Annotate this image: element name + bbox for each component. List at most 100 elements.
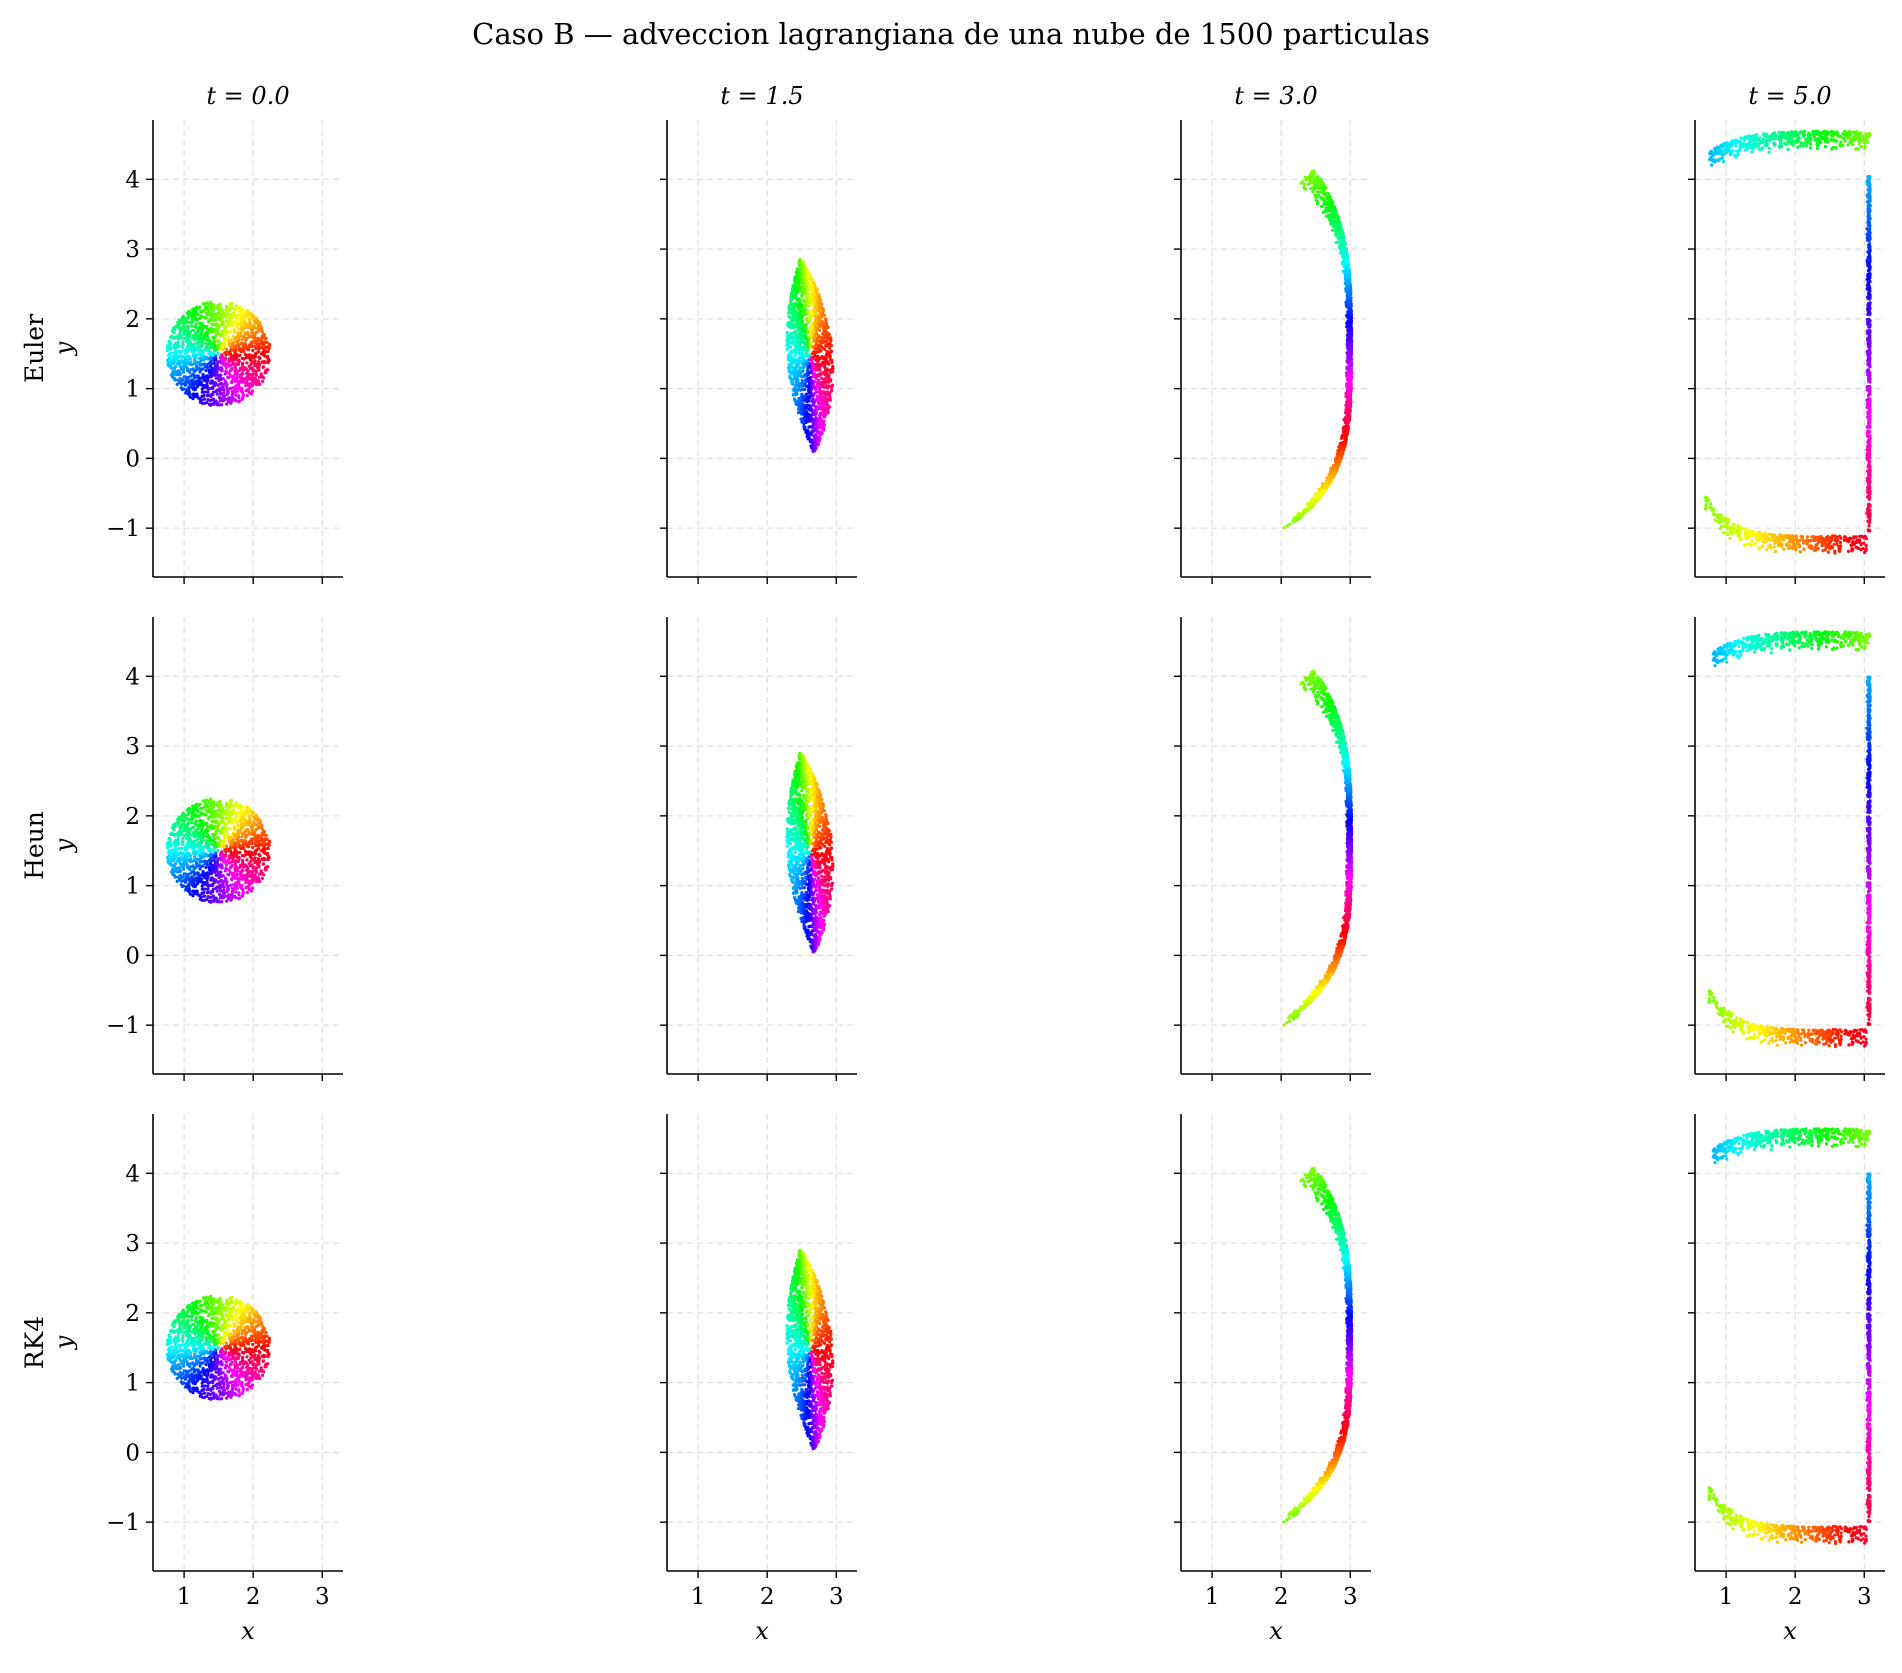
particle bbox=[207, 341, 211, 346]
particle bbox=[827, 362, 831, 366]
particle bbox=[246, 330, 250, 335]
particle bbox=[197, 306, 201, 310]
particle bbox=[186, 329, 191, 333]
particle bbox=[192, 307, 196, 311]
particle bbox=[805, 338, 809, 342]
particle bbox=[1333, 470, 1337, 475]
particle bbox=[1295, 518, 1299, 522]
particle bbox=[797, 385, 801, 389]
particle bbox=[203, 307, 207, 311]
particle bbox=[805, 268, 809, 272]
particle bbox=[201, 385, 205, 389]
x-tick-label: 2 bbox=[760, 1584, 775, 1610]
particle bbox=[230, 301, 234, 305]
particle bbox=[801, 369, 805, 373]
column-title: t = 1.5 bbox=[720, 82, 803, 110]
particle bbox=[1337, 463, 1341, 467]
particle bbox=[805, 281, 810, 285]
particle bbox=[260, 326, 264, 331]
particle bbox=[254, 342, 258, 346]
particle bbox=[251, 348, 255, 353]
particle bbox=[181, 368, 185, 372]
particle bbox=[1327, 208, 1331, 212]
particle bbox=[824, 318, 828, 322]
particle bbox=[235, 324, 239, 329]
particle bbox=[811, 352, 815, 356]
particle bbox=[796, 315, 800, 319]
particle bbox=[260, 379, 265, 383]
particle bbox=[1321, 490, 1325, 494]
particle bbox=[1343, 247, 1347, 251]
particle bbox=[801, 280, 805, 284]
particle bbox=[817, 303, 821, 307]
particle bbox=[823, 377, 827, 381]
particle bbox=[1316, 190, 1320, 194]
particle bbox=[213, 343, 217, 347]
particle bbox=[183, 364, 187, 368]
particle bbox=[813, 410, 818, 414]
particle bbox=[241, 379, 245, 383]
particle bbox=[796, 289, 800, 293]
particle bbox=[798, 310, 802, 314]
particle bbox=[206, 331, 210, 335]
particle bbox=[245, 361, 249, 365]
particle bbox=[789, 376, 793, 380]
particle bbox=[192, 346, 197, 350]
particle bbox=[180, 382, 184, 386]
particle bbox=[820, 371, 824, 375]
particle bbox=[226, 375, 230, 379]
particle bbox=[824, 324, 828, 328]
particle bbox=[807, 316, 812, 320]
particle bbox=[215, 392, 219, 396]
x-tick-label: 2 bbox=[246, 1584, 261, 1610]
x-tick-label: 2 bbox=[1274, 1584, 1289, 1610]
row-label-method: Heun bbox=[20, 811, 49, 880]
particle bbox=[184, 390, 188, 394]
particle bbox=[240, 347, 244, 351]
particle bbox=[1311, 501, 1315, 505]
particle bbox=[789, 294, 793, 299]
column-title: t = 0.0 bbox=[206, 82, 289, 110]
particle bbox=[805, 428, 809, 433]
particle bbox=[174, 345, 178, 349]
particle bbox=[261, 353, 265, 357]
particle bbox=[823, 368, 828, 372]
particle bbox=[806, 416, 810, 420]
particle bbox=[239, 322, 243, 326]
particle bbox=[1322, 187, 1326, 191]
particle bbox=[265, 349, 269, 353]
particle bbox=[795, 345, 800, 349]
particle bbox=[795, 392, 799, 396]
particle bbox=[226, 387, 230, 392]
particle bbox=[805, 362, 809, 366]
x-axis-label: x bbox=[241, 1617, 255, 1645]
particle bbox=[1327, 213, 1331, 217]
panel-heun-t2 bbox=[1174, 617, 1371, 1081]
particle bbox=[181, 318, 185, 322]
x-tick-label: 1 bbox=[691, 1584, 706, 1610]
particle bbox=[1349, 343, 1354, 347]
particle bbox=[213, 349, 217, 353]
particle bbox=[792, 374, 797, 378]
particle bbox=[208, 356, 212, 361]
particle bbox=[180, 326, 184, 330]
particle bbox=[1336, 232, 1340, 236]
particle bbox=[229, 386, 233, 390]
particle bbox=[260, 336, 264, 340]
particle bbox=[1347, 393, 1351, 397]
particle bbox=[252, 324, 256, 329]
particle bbox=[802, 407, 807, 411]
particle bbox=[810, 430, 815, 434]
particle bbox=[787, 303, 792, 308]
particle bbox=[220, 403, 224, 407]
particle bbox=[826, 404, 830, 408]
particle bbox=[829, 349, 833, 353]
particle bbox=[825, 391, 829, 395]
particle bbox=[183, 321, 187, 325]
particle bbox=[262, 333, 267, 337]
particle bbox=[237, 347, 241, 351]
particle bbox=[190, 324, 194, 328]
particle bbox=[194, 368, 198, 372]
particle bbox=[254, 369, 258, 373]
particle bbox=[233, 387, 237, 391]
